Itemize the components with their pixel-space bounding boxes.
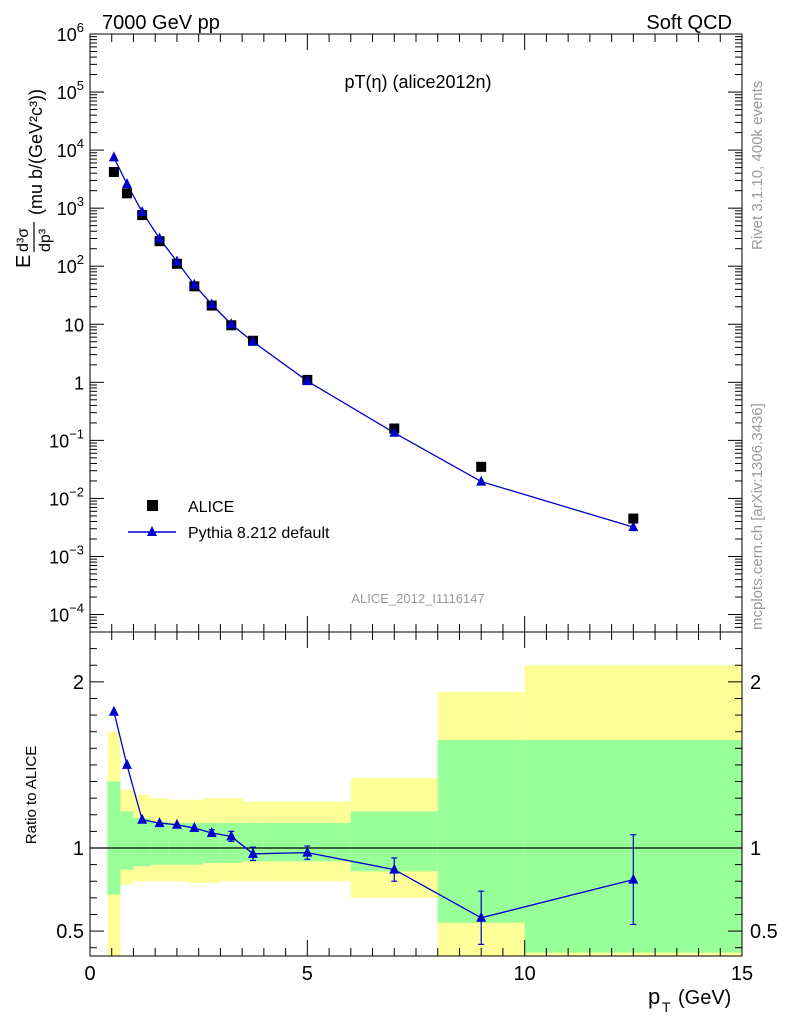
ratio-point (154, 817, 165, 828)
mcplots-info: mcplots.cern.ch [arXiv:1306.3436] (749, 403, 766, 630)
ylabel-prefix: E (13, 255, 35, 268)
pythia-point (137, 205, 148, 216)
ratio-point (476, 911, 487, 922)
pythia-point (476, 475, 487, 486)
header-right: Soft QCD (646, 12, 732, 34)
green-band-bin (203, 823, 221, 863)
main-y-axis-label: E d³σ dp³ (mu b/(GeV²c³)) (13, 89, 54, 268)
main-y-tick-label: 102 (57, 252, 84, 277)
rivet-info: Rivet 3.1.10, 400k events (749, 81, 766, 250)
ratio-point (108, 705, 119, 716)
pythia-point (121, 178, 132, 189)
main-y-tick-label: 10−4 (49, 601, 84, 626)
pythia-point (171, 255, 182, 266)
pythia-point (108, 151, 119, 162)
green-band-bin (120, 811, 134, 870)
main-y-tick-label: 10−2 (49, 484, 84, 509)
ratio-point (389, 863, 400, 874)
ratio-y-tick-label-left: 0.5 (56, 921, 84, 943)
x-axis-label: p T (GeV) (648, 984, 731, 1015)
ratio-point (302, 846, 313, 857)
green-band-bin (242, 823, 264, 862)
legend: ALICE Pythia 8.212 default (128, 499, 330, 542)
ratio-y-tick-label-left: 2 (73, 672, 84, 694)
ratio-plot-area: 0 5 10 15 2 2 1 1 0.5 0.5 (56, 34, 778, 985)
x-tick-label: 5 (302, 963, 313, 985)
ratio-point (189, 822, 200, 833)
main-y-tick-label: 104 (57, 136, 84, 161)
pythia-line (113, 157, 634, 528)
main-y-tick-label: 10−1 (49, 426, 84, 451)
main-y-tick-label: 10−3 (49, 542, 84, 567)
ylabel-denominator: dp³ (37, 228, 54, 252)
analysis-watermark: ALICE_2012_I1116147 (351, 591, 484, 606)
ratio-point (171, 818, 182, 829)
legend-marker-pythia (147, 526, 157, 536)
pythia-point (154, 232, 165, 243)
main-y-tick-label: 103 (57, 194, 84, 219)
green-band-bin (168, 823, 186, 865)
legend-marker-alice (147, 500, 158, 511)
ratio-y-axis-label: Ratio to ALICE (23, 746, 40, 844)
xlabel-sub: T (662, 999, 671, 1015)
xlabel-unit: (GeV) (678, 987, 731, 1009)
pythia-point (189, 278, 200, 289)
ratio-point (121, 758, 132, 769)
ratio-y-tick-label-right: 1 (750, 838, 761, 860)
alice-point (108, 166, 119, 177)
ylabel-units: (mu b/(GeV²c³)) (26, 89, 46, 215)
x-tick-label: 15 (731, 963, 753, 985)
legend-label-pythia: Pythia 8.212 default (188, 525, 330, 542)
main-y-tick-label: 106 (57, 20, 84, 45)
main-y-tick-label: 1 (74, 373, 84, 393)
green-band-bin (150, 821, 169, 865)
alice-point (476, 461, 487, 472)
green-band-bin (185, 823, 204, 865)
alice-point (121, 188, 132, 199)
x-tick-label: 10 (514, 963, 536, 985)
ratio-point (137, 813, 148, 824)
green-band-bin (133, 818, 151, 867)
xlabel-main: p (648, 984, 660, 1009)
pythia-point (389, 426, 400, 437)
green-band-bin (220, 823, 243, 863)
green-band-bin (107, 781, 121, 895)
pythia-point (628, 521, 639, 532)
main-y-tick-label: 105 (57, 78, 84, 103)
ratio-point (248, 847, 258, 858)
ratio-point (628, 873, 639, 884)
pythia-point (248, 335, 258, 346)
main-plot-title: pT(η) (alice2012n) (344, 72, 491, 92)
main-y-tick-label: 10 (64, 315, 84, 335)
ratio-y-tick-label-right: 0.5 (750, 921, 778, 943)
main-plot-frame (89, 33, 743, 633)
alice-point (628, 513, 639, 524)
legend-label-alice: ALICE (188, 499, 234, 516)
pythia-point (226, 318, 237, 329)
x-tick-label: 0 (84, 963, 95, 985)
ratio-y-tick-label-right: 2 (750, 672, 761, 694)
pythia-point (302, 375, 313, 386)
pythia-point (206, 298, 217, 309)
ylabel-numerator: d³σ (15, 228, 32, 252)
ratio-uncertainty-bands (107, 665, 742, 956)
ratio-y-tick-label-left: 1 (73, 838, 84, 860)
header-left: 7000 GeV pp (102, 12, 220, 34)
ratio-point (206, 827, 217, 838)
ratio-point (226, 830, 237, 841)
